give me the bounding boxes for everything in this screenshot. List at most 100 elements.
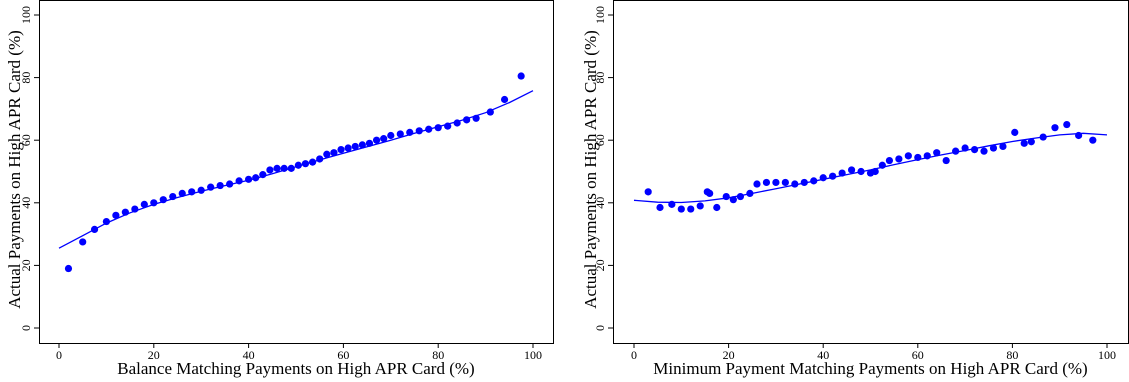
left-data-point xyxy=(294,161,302,169)
left-data-point xyxy=(259,171,267,179)
left-data-points xyxy=(64,72,525,273)
right-y-tick-label: 40 xyxy=(593,197,607,209)
right-y-axis-title: Actual Payments on High APR Card (%) xyxy=(581,30,600,309)
left-data-point xyxy=(235,177,243,185)
right-data-point xyxy=(952,147,960,155)
right-data-point xyxy=(871,167,879,176)
right-data-point xyxy=(644,188,652,196)
left-data-point xyxy=(434,124,442,132)
left-data-point xyxy=(245,175,253,183)
left-data-point xyxy=(337,145,345,154)
left-data-point xyxy=(273,164,281,172)
left-data-point xyxy=(358,141,366,149)
left-plot-frame xyxy=(39,0,554,344)
left-y-axis-title: Actual Payments on High APR Card (%) xyxy=(5,30,24,309)
left-x-tick-label: 100 xyxy=(524,348,542,362)
left-x-tick-label: 40 xyxy=(243,348,255,362)
left-data-point xyxy=(178,189,186,198)
left-scatter-panel: 0 20 40 60 80 100 0 20 40 60 80 100 Balance Matchi… xyxy=(5,0,554,378)
left-x-tick-label: 80 xyxy=(432,348,444,362)
left-data-point xyxy=(517,72,525,80)
right-data-point xyxy=(933,149,941,157)
left-fitted-line xyxy=(58,90,534,249)
right-data-point xyxy=(923,152,931,160)
right-data-point xyxy=(847,166,856,174)
right-data-point xyxy=(895,155,903,163)
left-x-tick-label: 0 xyxy=(56,348,62,362)
right-data-point xyxy=(791,180,799,188)
left-y-tick-label: 0 xyxy=(19,325,33,331)
right-data-point xyxy=(942,156,950,165)
left-data-point xyxy=(159,196,167,204)
right-data-point xyxy=(885,156,894,165)
right-data-point xyxy=(656,203,664,212)
right-data-point xyxy=(696,202,704,210)
left-data-point xyxy=(207,183,215,191)
left-data-point xyxy=(415,127,423,135)
left-y-tick-label: 40 xyxy=(19,197,33,209)
right-x-axis-ticks: 0 20 40 60 80 100 xyxy=(631,343,1116,362)
left-data-point xyxy=(287,164,295,172)
right-y-tick-label: 100 xyxy=(593,6,607,24)
left-data-point xyxy=(131,205,139,213)
left-data-point xyxy=(444,122,452,130)
right-y-axis-ticks: 0 20 40 60 80 100 xyxy=(593,6,613,331)
right-data-point xyxy=(1020,139,1028,147)
right-data-point xyxy=(989,144,998,152)
left-data-point xyxy=(188,188,196,196)
right-data-point xyxy=(729,196,737,204)
left-data-point xyxy=(387,131,395,140)
right-data-point xyxy=(706,189,714,198)
left-data-point xyxy=(323,150,331,158)
right-y-tick-label: 80 xyxy=(593,72,607,84)
left-data-point xyxy=(453,119,461,127)
left-data-point xyxy=(396,130,404,138)
right-data-point xyxy=(753,180,761,188)
right-data-point xyxy=(736,192,745,201)
right-data-point xyxy=(819,174,827,182)
right-x-tick-label: 0 xyxy=(631,348,637,362)
right-data-point xyxy=(668,200,676,208)
left-data-point xyxy=(486,108,494,116)
right-x-tick-label: 80 xyxy=(1006,348,1018,362)
right-data-point xyxy=(1027,138,1035,146)
left-data-point xyxy=(372,136,381,144)
left-x-axis-ticks: 0 20 40 60 80 100 xyxy=(56,343,542,362)
left-data-point xyxy=(121,208,129,216)
left-y-tick-label: 80 xyxy=(19,72,33,84)
left-x-axis-title: Balance Matching Payments on High APR Ca… xyxy=(117,359,474,378)
left-data-point xyxy=(425,125,433,133)
left-x-tick-label: 20 xyxy=(148,348,160,362)
right-data-point xyxy=(999,142,1007,151)
left-data-point xyxy=(365,139,374,147)
left-x-tick-label: 60 xyxy=(337,348,349,362)
left-data-point xyxy=(330,149,338,157)
right-data-point xyxy=(772,178,780,187)
right-data-point xyxy=(904,152,912,160)
right-data-point xyxy=(857,167,865,176)
right-data-point xyxy=(687,205,695,213)
right-y-tick-label: 60 xyxy=(593,134,607,146)
right-data-point xyxy=(1051,124,1059,132)
right-x-axis-title: Minimum Payment Matching Payments on Hig… xyxy=(653,359,1087,378)
left-y-tick-label: 100 xyxy=(19,6,33,24)
left-data-point xyxy=(90,225,99,234)
right-data-point xyxy=(970,145,979,154)
left-data-point xyxy=(112,211,120,219)
right-x-tick-label: 40 xyxy=(817,348,829,362)
right-data-point xyxy=(800,178,808,187)
left-data-point xyxy=(64,264,73,273)
right-x-tick-label: 20 xyxy=(723,348,735,362)
right-data-point xyxy=(713,203,721,212)
left-data-point xyxy=(316,155,324,163)
right-data-point xyxy=(810,177,818,185)
right-data-point xyxy=(1089,136,1097,144)
right-y-tick-label: 20 xyxy=(593,259,607,271)
right-data-point xyxy=(961,144,969,152)
left-data-point xyxy=(266,166,274,174)
left-data-point xyxy=(351,142,359,151)
left-data-point xyxy=(472,114,480,122)
right-scatter-panel: 0 20 40 60 80 100 0 20 40 60 80 100 Minimum Paymen… xyxy=(581,0,1129,378)
left-data-point xyxy=(380,135,388,143)
left-data-point xyxy=(226,180,234,188)
